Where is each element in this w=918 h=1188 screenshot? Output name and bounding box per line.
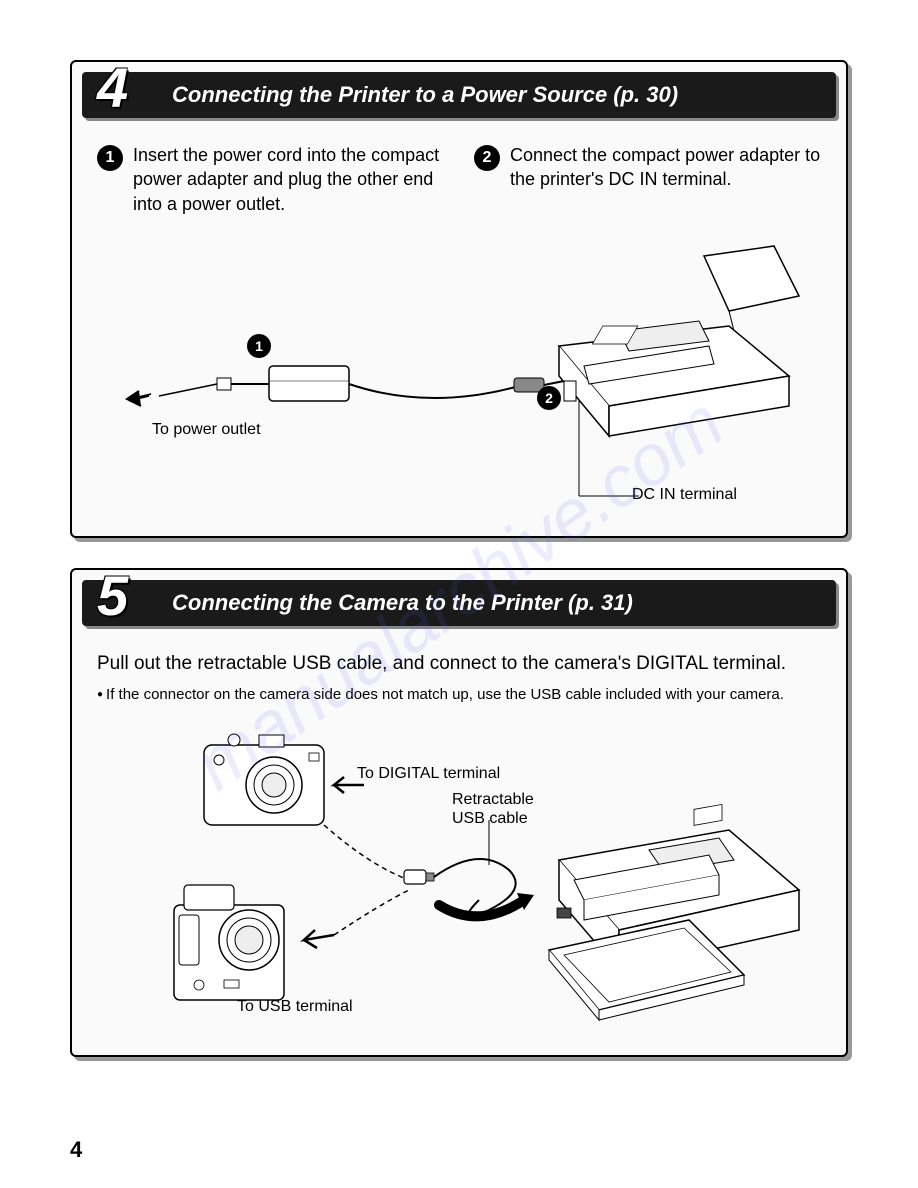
substep-badge-2: 2 (474, 145, 500, 171)
callout-1-badge: 1 (247, 334, 271, 358)
label-digital-terminal: To DIGITAL terminal (357, 765, 500, 783)
label-power-outlet: To power outlet (152, 421, 261, 439)
step-4-header: 4 Connecting the Printer to a Power Sour… (82, 72, 836, 118)
step-5-content: Pull out the retractable USB cable, and … (72, 641, 846, 1055)
step-4-substeps: 1 Insert the power cord into the compact… (97, 143, 821, 216)
label-usb-cable-text: Retractable USB cable (452, 790, 552, 828)
step-5-header: 5 Connecting the Camera to the Printer (… (82, 580, 836, 626)
camera-diagram-svg (97, 705, 821, 1035)
power-diagram-svg (97, 236, 821, 516)
step-4-title: Connecting the Printer to a Power Source… (172, 82, 678, 107)
label-dc-in: DC IN terminal (632, 486, 737, 504)
callout-2-badge: 2 (537, 386, 561, 410)
substep-text-2: Connect the compact power adapter to the… (510, 143, 821, 192)
diagram-4: 1 2 To power outlet DC IN terminal (97, 236, 821, 516)
label-usb-cable: Retractable USB cable (452, 790, 552, 828)
substep-4-1: 1 Insert the power cord into the compact… (97, 143, 444, 216)
substep-text-1: Insert the power cord into the compact p… (133, 143, 444, 216)
substep-badge-1: 1 (97, 145, 123, 171)
step-5-note: If the connector on the camera side does… (97, 685, 821, 705)
step-4-content: 1 Insert the power cord into the compact… (72, 133, 846, 536)
step-4-number: 4 (97, 60, 128, 116)
page-number: 4 (70, 1137, 82, 1163)
substep-4-2: 2 Connect the compact power adapter to t… (474, 143, 821, 216)
step-4-box: 4 Connecting the Printer to a Power Sour… (70, 60, 848, 538)
diagram-5: To DIGITAL terminal Retractable USB cabl… (97, 705, 821, 1035)
label-usb-terminal: To USB terminal (237, 998, 353, 1016)
step-5-intro: Pull out the retractable USB cable, and … (97, 651, 821, 677)
step-5-number: 5 (97, 568, 128, 624)
step-5-box: 5 Connecting the Camera to the Printer (… (70, 568, 848, 1057)
step-5-title: Connecting the Camera to the Printer (p.… (172, 590, 633, 615)
